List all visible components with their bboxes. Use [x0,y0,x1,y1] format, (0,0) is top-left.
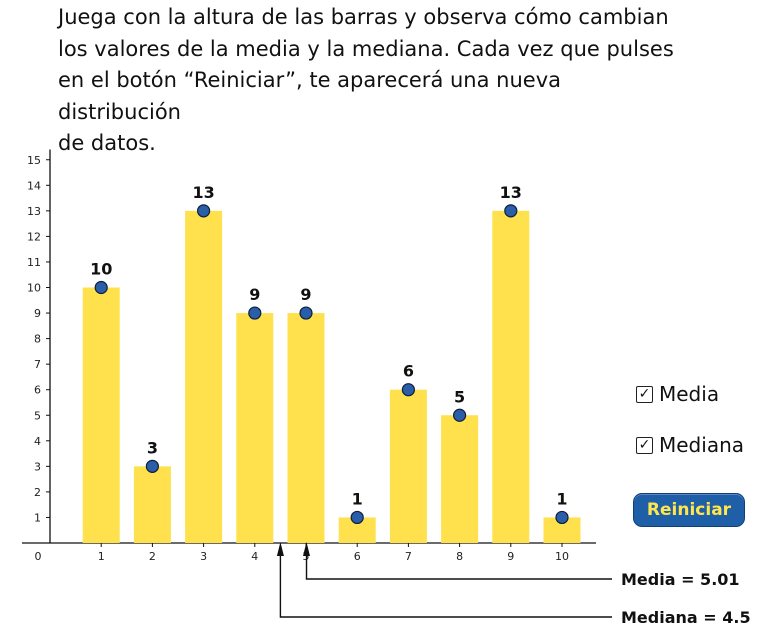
bar [185,210,223,543]
mediana-checkbox[interactable]: ✓ Mediana [636,433,744,457]
bar [82,287,120,543]
x-tick-label: 10 [555,550,569,563]
x-tick-label: 6 [354,550,361,563]
x-tick-label: 7 [405,550,412,563]
x-tick-label: 2 [149,550,156,563]
y-tick-label: 14 [27,179,41,192]
y-tick-label: 2 [34,486,41,499]
bar-drag-handle[interactable] [299,306,313,320]
x-tick-label: 9 [507,550,514,563]
y-tick-label: 1 [34,511,41,524]
x-tick-label: 3 [200,550,207,563]
media-leader-line [305,554,612,580]
bar-drag-handle[interactable] [94,280,108,295]
x-tick-label: 1 [98,550,105,563]
reset-button[interactable]: Reiniciar [633,493,745,527]
instructions-line: en el botón “Reiniciar”, te aparecerá un… [58,68,561,124]
instructions-line: Juega con la altura de las barras y obse… [58,5,669,29]
bar-drag-handle[interactable] [401,383,415,397]
bar-value-label: 13 [192,183,214,202]
instructions-line: los valores de la media y la mediana. Ca… [58,36,674,61]
bar-value-label: 1 [352,489,363,508]
bar-drag-handle[interactable] [555,510,569,525]
bar-drag-handle[interactable] [145,459,159,473]
y-tick-label: 5 [34,409,41,422]
media-checkbox[interactable]: ✓ Media [636,382,719,406]
mediana-leader-line [279,554,612,618]
checkbox-check-icon: ✓ [636,385,653,403]
instructions-text: Juega con la altura de las barras y obse… [58,2,678,160]
bar-value-label: 5 [454,387,465,406]
media-arrow-icon [303,542,311,556]
y-tick-label: 3 [34,460,41,473]
bar-value-label: 1 [556,489,567,508]
y-tick-label: 4 [34,435,41,448]
x-tick-label: 8 [456,550,463,563]
y-tick-label: 15 [27,154,41,167]
y-tick-label: 12 [27,230,41,243]
bar [287,313,325,543]
mediana-result-label: Mediana = 4.5 [621,608,751,627]
bar-drag-handle[interactable] [197,204,211,218]
y-tick-label: 8 [34,333,41,346]
bar-value-label: 9 [300,285,311,304]
bar-value-label: 6 [403,362,414,381]
x-tick-label: 0 [35,550,42,563]
bar [389,389,427,543]
mediana-checkbox-label: Mediana [659,433,744,457]
bar [492,210,530,543]
x-tick-label: 4 [251,550,258,563]
y-tick-label: 11 [27,256,41,269]
checkbox-check-icon: ✓ [636,436,653,454]
instructions-line: de datos. [58,131,156,155]
mediana-arrow-icon [276,542,284,556]
y-tick-label: 9 [34,307,41,320]
bar-value-label: 3 [147,438,158,457]
bar-drag-handle[interactable] [453,408,467,422]
bar-drag-handle[interactable] [504,204,518,218]
media-checkbox-label: Media [659,382,720,406]
y-tick-label: 7 [34,358,41,371]
bar-value-label: 13 [500,183,522,202]
bar-value-label: 9 [249,285,260,304]
media-result-label: Media = 5.01 [621,570,740,589]
y-tick-label: 13 [27,205,41,218]
bar [441,415,479,543]
bar-drag-handle[interactable] [350,510,364,525]
bar [133,466,171,543]
y-tick-label: 10 [27,282,41,295]
bar-value-label: 10 [90,260,112,279]
y-tick-label: 6 [34,384,41,397]
bar [236,313,274,543]
bar-drag-handle[interactable] [248,306,262,320]
